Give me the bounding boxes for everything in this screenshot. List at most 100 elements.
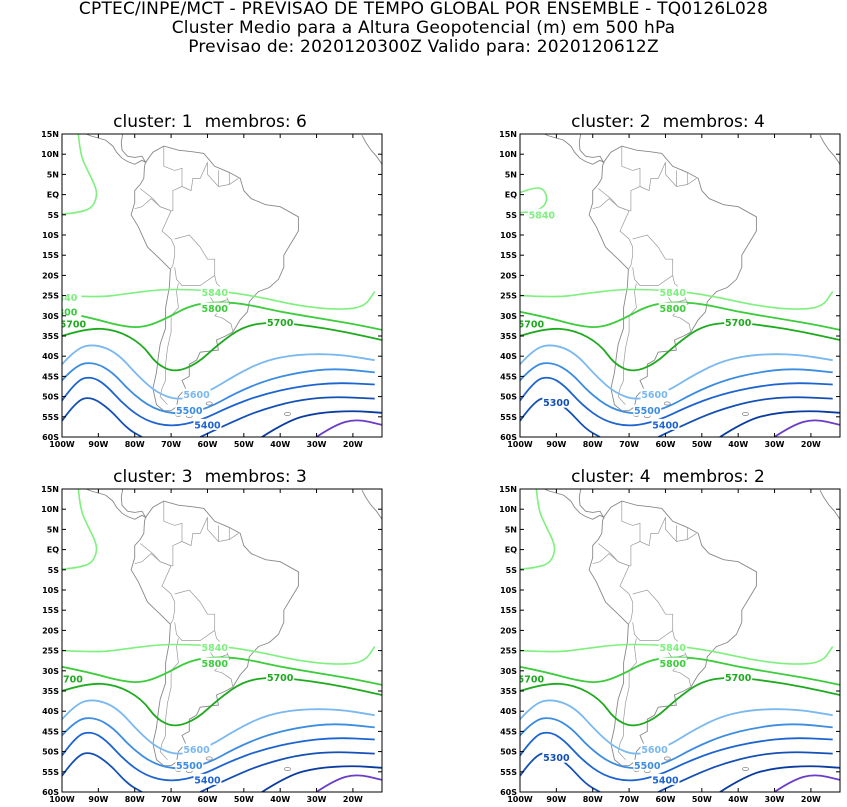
cluster-label: cluster: 3 xyxy=(113,467,193,487)
lon-tick-label: 40W xyxy=(270,440,290,449)
map-frame xyxy=(519,133,841,438)
lat-tick-label: 30S xyxy=(42,312,59,321)
geopotential-contour xyxy=(316,774,382,792)
country-border xyxy=(592,553,630,567)
map-canvas: 5840 5800 5700 700 5600 5500 5400 15N 10N 5N EQ 5S 1… xyxy=(41,485,383,804)
lat-tick-label: 5N xyxy=(505,170,517,179)
lat-tick-label: 15N xyxy=(499,130,517,139)
panel-title: cluster: 1 membros: 6 xyxy=(30,112,390,132)
contour-label-bg xyxy=(62,305,82,317)
lat-tick-label: 50S xyxy=(500,393,517,402)
contour-label-bg xyxy=(633,759,662,771)
country-border xyxy=(672,670,692,688)
contour-label: 5700 xyxy=(267,673,294,684)
island xyxy=(663,756,671,761)
contour-label: 5800 xyxy=(660,659,687,670)
island xyxy=(205,756,213,761)
geopotential-contour xyxy=(62,397,143,437)
country-border xyxy=(619,210,634,270)
map-panel-cluster-1: 5840 5800 5700 5700 5600 5500 5400 840 800 15N 10N… xyxy=(30,112,390,452)
geopotential-contour xyxy=(719,410,840,437)
contour-label-bg xyxy=(62,291,82,303)
geopotential-contour xyxy=(199,751,375,792)
central-america-coastline xyxy=(543,134,605,165)
geopotential-contour xyxy=(774,419,840,437)
contour-label-bg xyxy=(542,751,571,763)
contour-label-bg xyxy=(193,773,222,785)
lat-tick-label: 15S xyxy=(500,251,517,260)
geopotential-contour xyxy=(657,396,833,437)
country-border xyxy=(174,234,216,286)
country-border xyxy=(639,162,666,192)
contour-label: 5400 xyxy=(652,420,679,431)
geopotential-contour xyxy=(62,699,375,755)
south-america-coastline xyxy=(130,500,299,767)
lon-tick-label: 100W xyxy=(507,440,533,449)
country-border xyxy=(632,589,674,641)
lat-tick-label: 10N xyxy=(41,150,59,159)
geopotential-contour xyxy=(261,410,382,437)
lat-tick-label: 50S xyxy=(500,748,517,757)
lat-tick-label: 5N xyxy=(505,525,517,534)
lat-tick-label: 30S xyxy=(500,312,517,321)
lon-tick-label: 30W xyxy=(307,440,327,449)
contour-label-bg xyxy=(200,657,229,669)
geopotential-contour xyxy=(520,489,556,570)
figure-header: CPTEC/INPE/MCT - PREVISAO DE TEMPO GLOBA… xyxy=(0,0,847,57)
contour-label: 5400 xyxy=(194,420,221,431)
map-panel-cluster-4: 5840 5800 5700 5700 5600 5500 5400 5300 15N 10N 5N… xyxy=(488,467,847,807)
contour-label: 5400 xyxy=(652,775,679,786)
country-border xyxy=(181,517,208,547)
contour-label-bg xyxy=(266,316,295,328)
lat-tick-label: 45S xyxy=(42,372,59,381)
country-border xyxy=(174,589,216,641)
lon-tick-label: 60W xyxy=(655,795,675,804)
header-title: CPTEC/INPE/MCT - PREVISAO DE TEMPO GLOBA… xyxy=(78,0,769,19)
country-border xyxy=(619,565,634,625)
geopotential-contour xyxy=(719,765,840,792)
contour-label-bg xyxy=(175,404,204,416)
lat-tick-label: 45S xyxy=(500,372,517,381)
map-content: 5840 5800 5700 700 5600 5500 5400 xyxy=(62,489,382,792)
island xyxy=(284,766,291,771)
lon-tick-label: 20W xyxy=(343,795,363,804)
geopotential-contour xyxy=(199,396,375,437)
country-border xyxy=(672,315,692,333)
geopotential-contour xyxy=(520,699,833,755)
contour-label: 5700 xyxy=(518,674,545,685)
contour-label: 5840 xyxy=(660,288,687,299)
lat-tick-label: 15N xyxy=(41,130,59,139)
lat-tick-label: EQ xyxy=(505,546,517,555)
lon-tick-label: 70W xyxy=(619,795,639,804)
lat-tick-label: 50S xyxy=(42,393,59,402)
geopotential-contour xyxy=(62,344,375,400)
contour-label: 800 xyxy=(58,307,78,318)
lon-tick-label: 30W xyxy=(765,795,785,804)
lat-tick-label: 35S xyxy=(42,332,59,341)
lat-tick-label: 10S xyxy=(42,586,59,595)
lat-tick-label: 25S xyxy=(42,292,59,301)
geopotential-contour xyxy=(520,677,840,727)
lat-tick-label: 35S xyxy=(42,687,59,696)
membros-label: membros: 3 xyxy=(204,467,307,487)
geopotential-contour xyxy=(774,774,840,792)
lat-tick-label: EQ xyxy=(47,546,59,555)
geopotential-contour xyxy=(316,419,382,437)
contour-label-bg xyxy=(62,317,87,329)
lat-tick-label: 60S xyxy=(500,433,517,442)
contour-label: 5600 xyxy=(641,745,668,756)
contour-label-bg xyxy=(724,671,753,683)
membros-label: membros: 6 xyxy=(204,112,307,132)
lat-tick-label: 55S xyxy=(500,413,517,422)
lat-tick-label: 35S xyxy=(500,332,517,341)
lon-tick-label: 70W xyxy=(619,440,639,449)
lon-tick-label: 100W xyxy=(507,795,533,804)
lat-tick-label: 5S xyxy=(506,211,518,220)
geopotential-contour xyxy=(62,322,382,372)
map-frame xyxy=(519,488,841,793)
contour-label: 5500 xyxy=(176,761,203,772)
lat-tick-label: 60S xyxy=(42,788,59,797)
lon-tick-label: 100W xyxy=(49,440,75,449)
country-border xyxy=(597,501,641,567)
map-content: 5840 5800 5700 5700 5600 5500 5400 840 800 xyxy=(58,134,382,437)
